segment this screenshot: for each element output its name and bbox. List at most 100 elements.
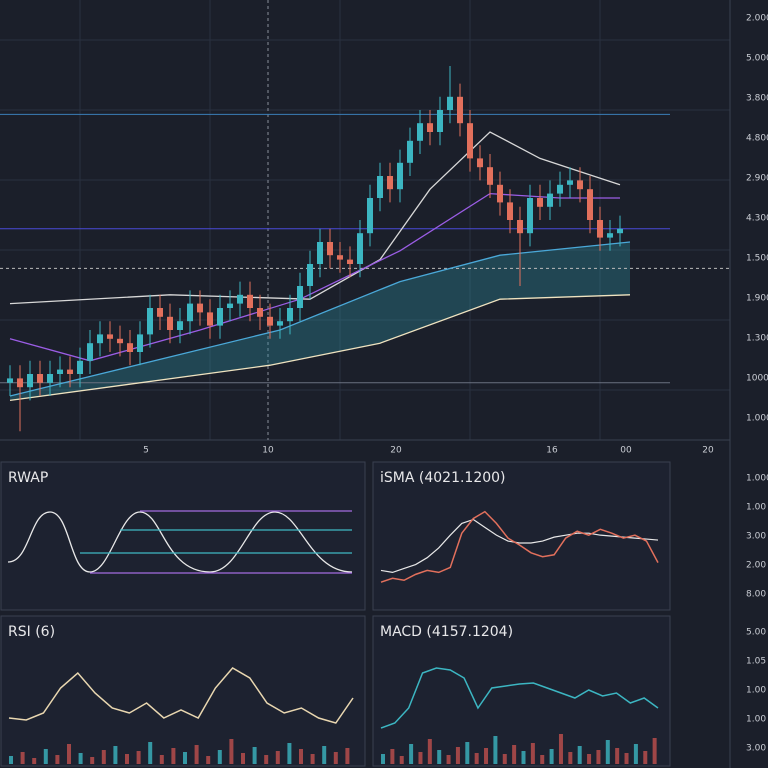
volume-bar bbox=[43, 749, 48, 764]
volume-bar bbox=[446, 755, 451, 764]
volume-bar bbox=[310, 754, 315, 764]
candle-body bbox=[267, 316, 273, 326]
volume-bar bbox=[437, 750, 442, 764]
volume-bar bbox=[502, 754, 507, 764]
x-label: 20 bbox=[390, 446, 402, 456]
candle-body bbox=[167, 316, 173, 330]
candle-body bbox=[547, 193, 553, 207]
candle-body bbox=[287, 308, 293, 322]
candle-body bbox=[587, 189, 593, 220]
candle-body bbox=[87, 343, 93, 361]
volume-bar bbox=[55, 755, 60, 764]
volume-bar bbox=[633, 744, 638, 764]
price-label: 4.300 bbox=[746, 214, 768, 224]
price-label: 1000 bbox=[746, 374, 768, 384]
candle-body bbox=[297, 286, 303, 308]
x-label: 10 bbox=[262, 446, 274, 456]
price-label: 1.500 bbox=[746, 254, 768, 264]
ma-line bbox=[9, 131, 621, 305]
candle-body bbox=[57, 369, 63, 374]
price-label: 1.300 bbox=[746, 334, 768, 344]
volume-bar bbox=[427, 739, 432, 764]
volume-bar bbox=[148, 742, 153, 764]
panel-title: RWAP bbox=[8, 470, 48, 486]
candle-body bbox=[237, 294, 243, 304]
price-label: 2.900 bbox=[746, 174, 768, 184]
volume-bar bbox=[299, 749, 303, 764]
volume-bar bbox=[484, 748, 489, 764]
candle-body bbox=[317, 242, 323, 264]
volume-bar bbox=[521, 751, 526, 764]
candle-body bbox=[577, 180, 583, 190]
volume-bar bbox=[252, 747, 257, 764]
volume-bar bbox=[322, 746, 327, 764]
price-label: 5.00 bbox=[746, 628, 766, 638]
candle-body bbox=[467, 123, 473, 159]
volume-bar bbox=[652, 738, 657, 764]
panel-title: iSMA (4021.1200) bbox=[380, 470, 506, 486]
volume-bar bbox=[596, 750, 601, 764]
price-label: 1.000 bbox=[746, 474, 768, 484]
candle-body bbox=[477, 158, 483, 168]
candle-body bbox=[27, 374, 33, 388]
candle-body bbox=[67, 369, 73, 374]
rwap-wave bbox=[7, 511, 353, 573]
price-label: 1.000 bbox=[746, 414, 768, 424]
candle-body bbox=[347, 259, 353, 264]
candle-body bbox=[507, 202, 513, 220]
candle-body bbox=[617, 228, 623, 234]
volume-bar bbox=[493, 736, 498, 764]
ma-line bbox=[9, 241, 631, 397]
candle-body bbox=[377, 176, 383, 198]
candle-body bbox=[127, 343, 133, 352]
candle-body bbox=[447, 96, 453, 110]
candle-body bbox=[597, 220, 603, 238]
volume-bar bbox=[399, 756, 404, 764]
panel-line bbox=[8, 667, 354, 724]
volume-bar bbox=[171, 748, 176, 764]
candle-body bbox=[397, 162, 403, 190]
volume-bar bbox=[455, 747, 460, 764]
volume-bar bbox=[217, 750, 222, 764]
price-label: 2.000 bbox=[746, 14, 768, 24]
candle-body bbox=[327, 242, 333, 256]
price-label: 4.800 bbox=[746, 134, 768, 144]
volume-bar bbox=[287, 743, 292, 764]
volume-bar bbox=[381, 754, 385, 764]
candle-body bbox=[277, 321, 283, 326]
candle-body bbox=[417, 123, 423, 141]
volume-bar bbox=[512, 745, 517, 764]
candle-body bbox=[407, 140, 413, 163]
price-label: 1.900 bbox=[746, 294, 768, 304]
candle-body bbox=[517, 220, 523, 234]
candle-body bbox=[567, 180, 573, 185]
panel-title: RSI (6) bbox=[8, 624, 55, 640]
volume-bar bbox=[113, 746, 118, 764]
volume-bar bbox=[465, 742, 470, 764]
panel-line bbox=[380, 510, 659, 583]
candle-body bbox=[367, 198, 373, 234]
volume-bar bbox=[624, 753, 629, 764]
price-label: 8.00 bbox=[746, 590, 766, 600]
band-fill bbox=[10, 242, 630, 401]
panel-line bbox=[380, 518, 659, 574]
volume-bar bbox=[183, 752, 187, 764]
volume-bar bbox=[643, 751, 648, 764]
volume-bar bbox=[587, 754, 592, 764]
volume-bar bbox=[229, 739, 234, 764]
volume-bar bbox=[275, 751, 280, 764]
volume-bar bbox=[418, 752, 423, 764]
volume-bar bbox=[206, 756, 211, 764]
volume-bar bbox=[9, 756, 13, 764]
candle-body bbox=[437, 110, 443, 132]
candle-body bbox=[427, 123, 433, 132]
panel-title: MACD (4157.1204) bbox=[380, 624, 513, 640]
x-label: 5 bbox=[143, 446, 149, 456]
volume-bar bbox=[568, 752, 573, 764]
price-label: 1.00 bbox=[746, 503, 766, 513]
candle-body bbox=[487, 167, 493, 185]
volume-bar bbox=[615, 748, 620, 764]
volume-bar bbox=[333, 752, 338, 764]
volume-bar bbox=[90, 757, 95, 764]
